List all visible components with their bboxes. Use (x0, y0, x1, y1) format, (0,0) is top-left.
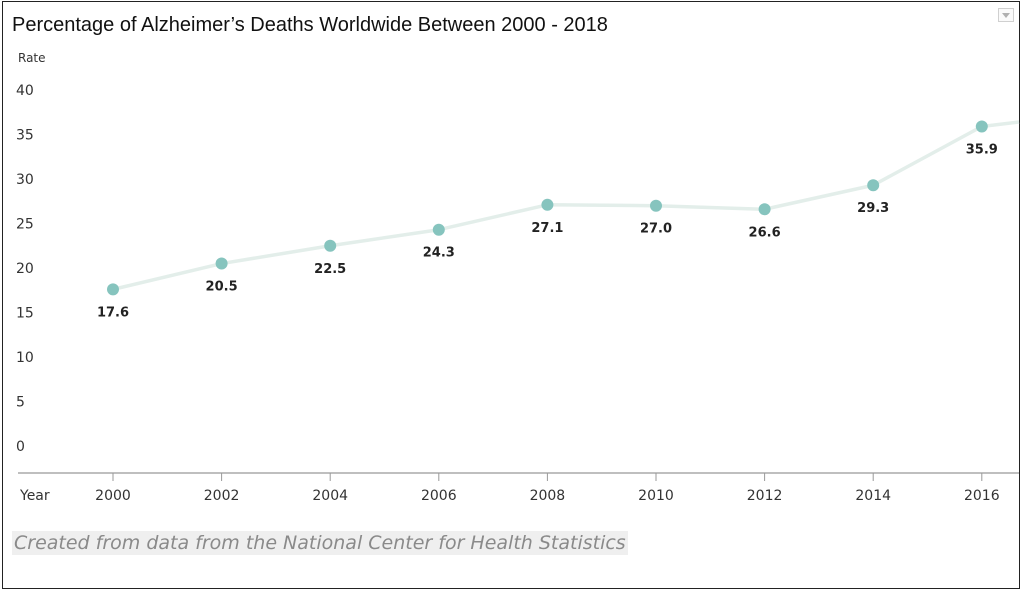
chart-menu-button[interactable] (998, 8, 1014, 22)
y-tick-label: 5 (16, 395, 25, 411)
data-label: 20.5 (206, 280, 238, 295)
data-point (107, 283, 119, 296)
y-tick-label: 35 (16, 128, 34, 144)
x-tick-label: 2008 (530, 488, 566, 504)
x-tick-label: 2002 (204, 488, 240, 504)
data-label: 27.0 (640, 222, 672, 237)
data-point (324, 239, 337, 252)
data-label: 17.6 (97, 305, 129, 320)
data-point (867, 179, 880, 192)
data-point (541, 198, 554, 211)
chevron-down-icon (1002, 13, 1010, 18)
data-label: 26.6 (749, 225, 781, 240)
x-tick-label: 2014 (855, 488, 891, 504)
x-tick-label: 2010 (638, 488, 674, 504)
x-tick-label: 2012 (747, 488, 783, 504)
series-line (112, 120, 1020, 292)
chart-title: Percentage of Alzheimer’s Deaths Worldwi… (12, 14, 608, 36)
data-label: 35.9 (966, 142, 998, 157)
x-tick-label: 2000 (95, 488, 131, 504)
x-tick-label: 2004 (312, 488, 348, 504)
data-point (650, 199, 662, 212)
data-label: 24.3 (423, 246, 455, 261)
y-tick-label: 25 (16, 217, 34, 233)
x-tick-label: 2006 (421, 488, 457, 504)
y-tick-label: 40 (16, 83, 34, 99)
y-axis-title: Rate (18, 51, 46, 65)
y-tick-label: 10 (16, 350, 34, 366)
y-tick-label: 15 (16, 306, 34, 322)
data-label: 27.1 (531, 221, 563, 236)
y-tick-label: 30 (16, 172, 34, 188)
x-tick-label: 2016 (964, 488, 1000, 504)
x-axis-title: Year (19, 488, 50, 504)
data-label: 22.5 (314, 262, 346, 277)
data-point (215, 257, 228, 270)
data-point (432, 223, 445, 236)
y-tick-label: 20 (16, 261, 34, 277)
source-note: Created from data from the National Cent… (12, 531, 628, 555)
y-tick-label: 0 (16, 439, 25, 455)
data-label: 29.3 (857, 201, 889, 216)
data-point (758, 203, 771, 216)
data-point (975, 120, 988, 133)
